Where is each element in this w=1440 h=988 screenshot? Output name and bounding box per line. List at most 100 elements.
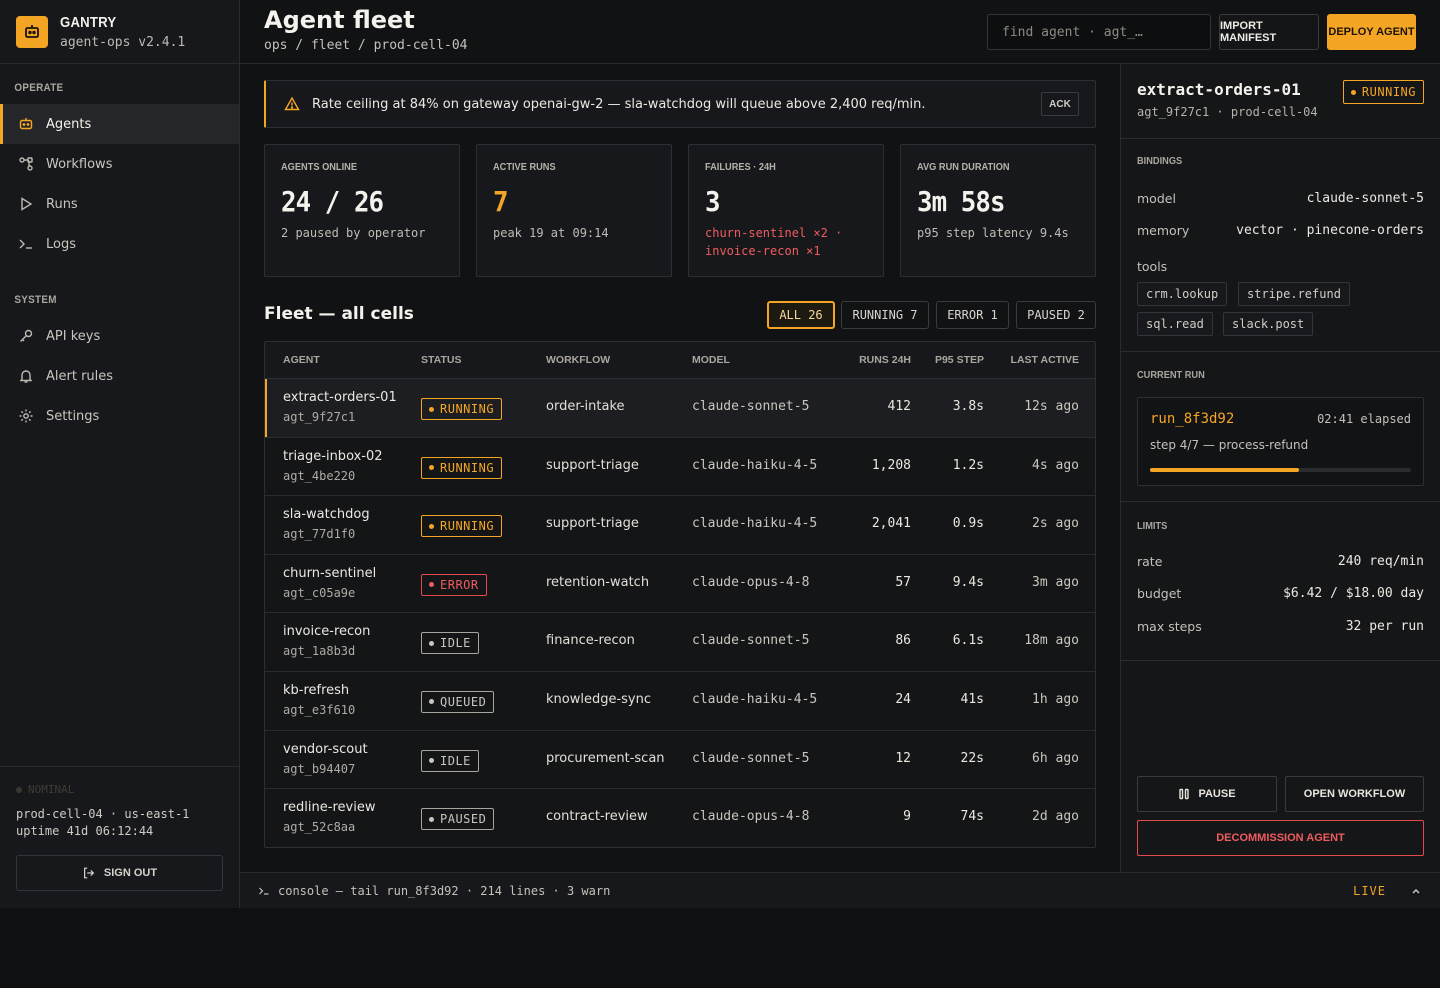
key-icon <box>20 329 33 342</box>
last-active: 12s ago <box>1024 399 1079 414</box>
col-last-active[interactable]: Last active <box>1010 354 1079 366</box>
col-p95[interactable]: P95 step <box>934 354 984 366</box>
tool-chip[interactable]: stripe.refund <box>1238 282 1350 306</box>
workflow-name: procurement-scan <box>546 750 665 766</box>
sidebar-item-logs[interactable]: Logs <box>0 224 239 264</box>
tool-chip[interactable]: sql.read <box>1137 312 1213 336</box>
app-version: agent-ops v2.4.1 <box>60 34 186 50</box>
filter-paused[interactable]: PAUSED 2 <box>1016 301 1096 329</box>
breadcrumb: ops / fleet / prod-cell-04 <box>264 38 468 53</box>
agent-name[interactable]: kb-refresh <box>283 682 350 698</box>
table-row[interactable]: vendor-scout agt_b94407 IDLE procurement-sc… <box>265 730 1095 790</box>
console-bar[interactable]: console — tail run_8f3d92 · 214 lines · … <box>240 872 1440 908</box>
p95-step: 3.8s <box>952 399 984 414</box>
table-row[interactable]: invoice-recon agt_1a8b3d IDLE finance-recon… <box>265 613 1095 672</box>
col-agent[interactable]: Agent <box>283 354 320 366</box>
model-name: claude-sonnet-5 <box>692 633 810 649</box>
tool-chip[interactable]: crm.lookup <box>1137 282 1228 306</box>
decommission-agent-button[interactable]: Decommission agent <box>1137 820 1424 856</box>
runs-24h: 86 <box>895 633 911 649</box>
agent-name[interactable]: sla-watchdog <box>283 507 370 523</box>
binding-key: memory <box>1137 223 1190 238</box>
sidebar-item-workflows[interactable]: Workflows <box>0 144 239 184</box>
sidebar-item-label: Settings <box>46 408 100 424</box>
filter-running[interactable]: RUNNING 7 <box>841 301 929 329</box>
status-badge: QUEUED <box>421 690 495 713</box>
nav-section-system: System <box>14 294 57 306</box>
gear-icon <box>19 409 33 423</box>
sidebar-item-alert-rules[interactable]: Alert rules <box>0 356 239 396</box>
last-active: 3m ago <box>1032 574 1079 590</box>
agent-name[interactable]: triage-inbox-02 <box>283 448 383 464</box>
search-input[interactable]: find agent · agt_… <box>987 14 1211 50</box>
deploy-agent-button[interactable]: Deploy agent <box>1327 14 1416 50</box>
detail-status-badge: RUNNING <box>1342 80 1424 104</box>
sidebar-item-runs[interactable]: Runs <box>0 184 239 224</box>
open-workflow-button[interactable]: Open workflow <box>1285 776 1424 812</box>
runs-24h: 12 <box>895 750 911 766</box>
agent-name[interactable]: vendor-scout <box>283 741 368 757</box>
pause-button[interactable]: Pause <box>1137 776 1277 812</box>
model-name: claude-haiku-4-5 <box>692 457 818 473</box>
status-text: IDLE <box>440 636 471 651</box>
sidebar-item-agents[interactable]: Agents <box>0 104 239 144</box>
table-row[interactable]: triage-inbox-02 agt_4be220 RUNNING support-… <box>265 437 1095 497</box>
sign-out-button[interactable]: Sign out <box>16 855 223 891</box>
table-body: extract-orders-01 agt_9f27c1 RUNNING order-… <box>265 379 1095 847</box>
ack-button[interactable]: ACK <box>1041 92 1079 116</box>
p95-step: 1.2s <box>952 457 984 473</box>
table-row[interactable]: kb-refresh agt_e3f610 QUEUED knowledge-sync… <box>265 671 1095 731</box>
status-text: IDLE <box>440 753 471 768</box>
robot-icon <box>19 118 33 130</box>
detail-status-text: RUNNING <box>1361 85 1416 99</box>
status-badge: ERROR <box>421 573 487 596</box>
tool-chip[interactable]: slack.post <box>1223 312 1314 336</box>
runs-24h: 1,208 <box>871 457 911 473</box>
detail-agent-meta: agt_9f27c1 · prod-cell-04 <box>1137 105 1318 119</box>
filter-all[interactable]: ALL 26 <box>767 301 835 329</box>
nav-section-operate: Operate <box>14 82 64 94</box>
status-dot-icon <box>16 786 22 793</box>
limit-value: 240 req/min <box>1337 554 1424 569</box>
sidebar-item-api-keys[interactable]: API keys <box>0 316 239 356</box>
agent-id: agt_c05a9e <box>283 585 356 600</box>
agent-name[interactable]: churn-sentinel <box>283 565 377 581</box>
status-dot-icon <box>429 699 434 705</box>
runs-24h: 24 <box>895 691 911 707</box>
table-row[interactable]: extract-orders-01 agt_9f27c1 RUNNING order-… <box>265 379 1095 438</box>
workflow-name: finance-recon <box>546 633 635 649</box>
workflow-name: contract-review <box>546 809 648 825</box>
col-runs[interactable]: Runs 24h <box>859 354 911 366</box>
col-workflow[interactable]: Workflow <box>546 354 611 366</box>
status-badge: IDLE <box>421 749 479 772</box>
chevron-up-icon[interactable] <box>1410 885 1422 897</box>
table-row[interactable]: redline-review agt_52c8aa PAUSED contract-r… <box>265 789 1095 847</box>
agent-name[interactable]: redline-review <box>283 800 376 816</box>
agent-name[interactable]: invoice-recon <box>283 624 371 640</box>
table-row[interactable]: sla-watchdog agt_77d1f0 RUNNING support-tri… <box>265 496 1095 555</box>
p95-step: 41s <box>960 691 984 707</box>
import-manifest-button[interactable]: Import manifest <box>1219 14 1319 50</box>
agent-name[interactable]: extract-orders-01 <box>283 390 397 405</box>
stat-failures: Failures · 24h 3 churn-sentinel ×2 · inv… <box>688 144 884 277</box>
runs-24h: 9 <box>903 809 911 825</box>
status-dot-icon <box>429 582 434 588</box>
sidebar-item-settings[interactable]: Settings <box>0 396 239 436</box>
filter-error[interactable]: ERROR 1 <box>936 301 1009 329</box>
table-row[interactable]: churn-sentinel agt_c05a9e ERROR retention-w… <box>265 554 1095 614</box>
warning-icon <box>284 96 300 111</box>
limit-budget: budget $6.42 / $18.00 day <box>1137 586 1424 601</box>
fleet-table: Agent Status Workflow Model Runs 24h P95… <box>264 341 1096 848</box>
sidebar-item-label: Agents <box>46 116 92 132</box>
stat-value: 3m 58s <box>917 185 1005 218</box>
p95-step: 6.1s <box>952 633 984 649</box>
col-status[interactable]: Status <box>421 354 462 366</box>
current-run-card[interactable]: run_8f3d92 02:41 elapsed step 4/7 — proc… <box>1137 397 1424 486</box>
col-model[interactable]: Model <box>692 354 730 366</box>
runs-24h: 57 <box>895 574 911 590</box>
limit-value: $6.42 / $18.00 day <box>1283 586 1424 601</box>
bindings-label: Bindings <box>1137 155 1183 167</box>
stat-avg-duration: Avg run duration 3m 58s p95 step latency… <box>900 144 1096 277</box>
run-id[interactable]: run_8f3d92 <box>1150 411 1235 427</box>
bell-icon <box>19 370 33 383</box>
